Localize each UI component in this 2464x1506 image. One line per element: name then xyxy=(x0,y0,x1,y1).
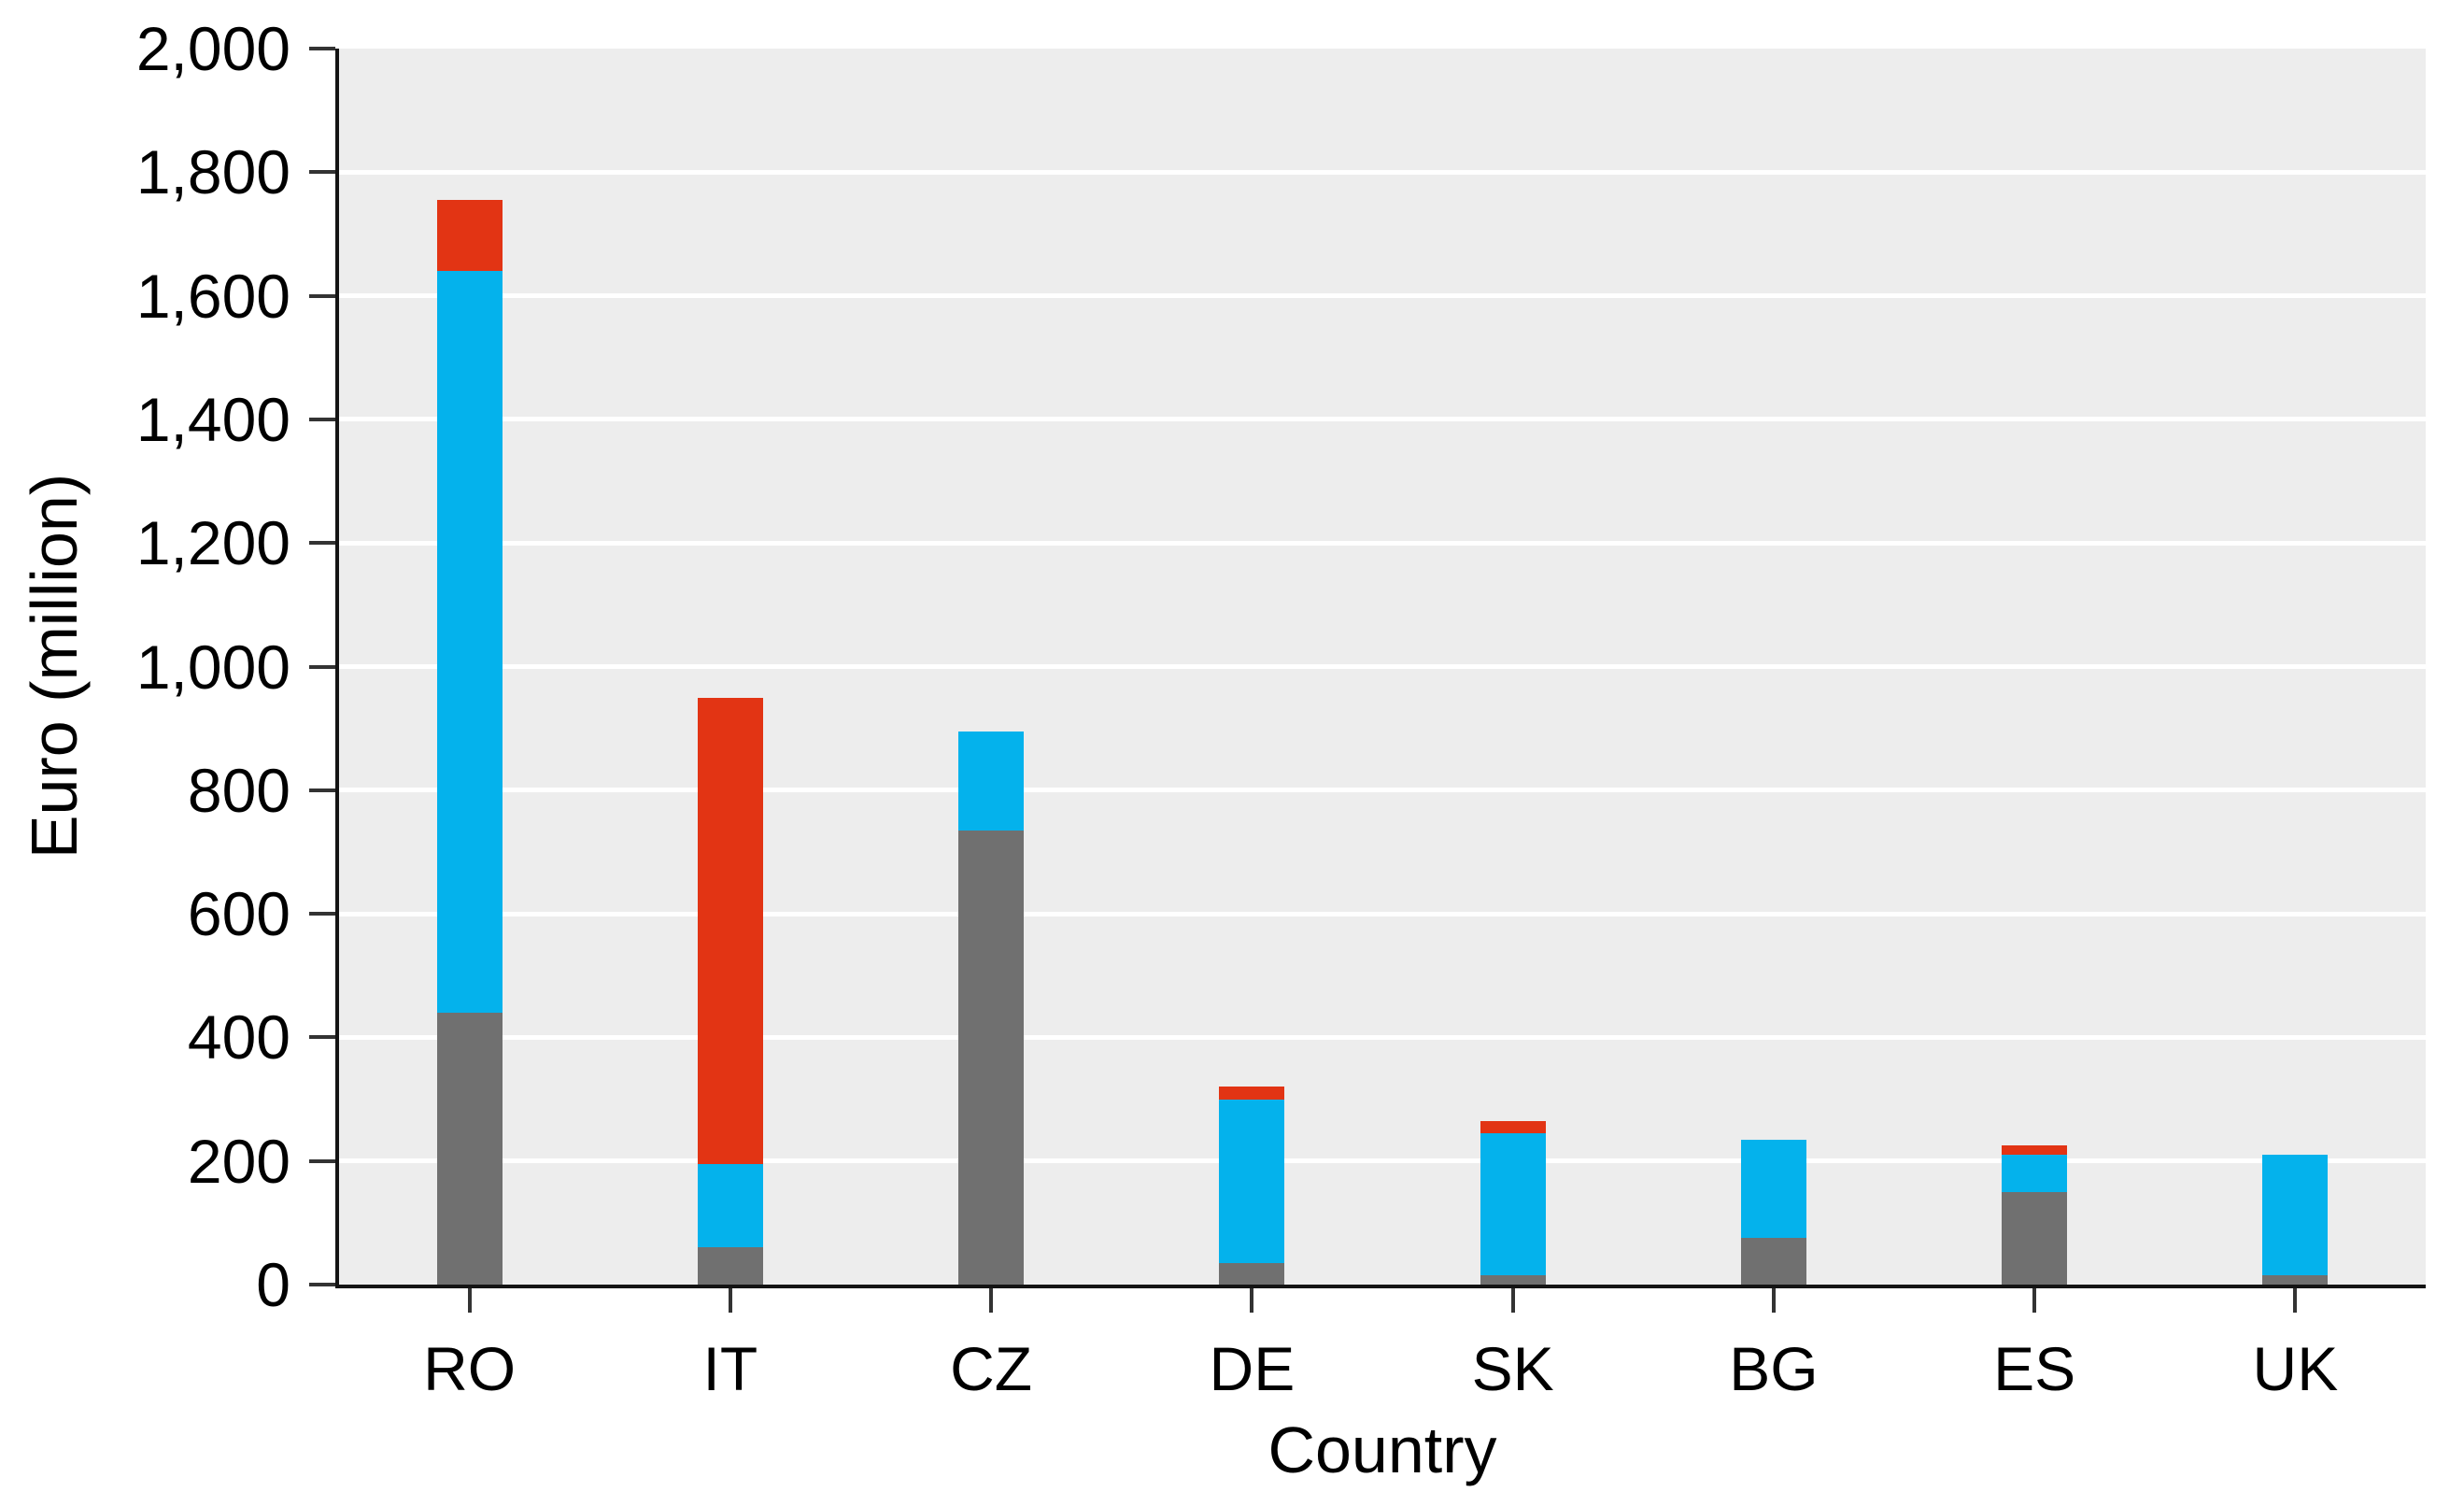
gridline-600 xyxy=(339,911,2426,916)
y-tick-label-600: 600 xyxy=(187,879,290,949)
bar-CZ-segment-grey xyxy=(958,830,1025,1285)
y-tick-label-800: 800 xyxy=(187,755,290,825)
bar-IT-segment-grey xyxy=(697,1247,763,1285)
gridline-400 xyxy=(339,1034,2426,1040)
bar-ES-segment-red xyxy=(2002,1145,2068,1156)
bar-ES-segment-blue xyxy=(2002,1155,2068,1192)
x-tick-BG xyxy=(1771,1288,1776,1313)
x-tick-label-CZ: CZ xyxy=(950,1334,1033,1403)
bar-DE-segment-blue xyxy=(1219,1099,1285,1263)
y-tick-400 xyxy=(309,1035,335,1040)
bar-BG-segment-grey xyxy=(1740,1238,1806,1285)
y-tick-label-400: 400 xyxy=(187,1002,290,1073)
y-tick-1,800 xyxy=(309,170,335,175)
x-axis-title: Country xyxy=(1267,1414,1497,1486)
bar-ES-segment-grey xyxy=(2002,1191,2068,1285)
y-tick-0 xyxy=(309,1283,335,1286)
bar-RO-segment-blue xyxy=(436,271,503,1013)
gridline-1800 xyxy=(339,169,2426,175)
y-tick-200 xyxy=(309,1158,335,1163)
x-tick-label-IT: IT xyxy=(702,1334,758,1403)
x-tick-label-RO: RO xyxy=(423,1334,517,1403)
x-tick-UK xyxy=(2293,1288,2298,1313)
x-tick-SK xyxy=(1510,1288,1515,1313)
bar-SK-segment-blue xyxy=(1480,1132,1546,1276)
y-tick-1,200 xyxy=(309,541,335,546)
y-tick-2,000 xyxy=(309,47,335,50)
bar-UK-segment-grey xyxy=(2262,1275,2329,1285)
y-tick-label-200: 200 xyxy=(187,1126,290,1196)
bar-SK-segment-grey xyxy=(1480,1275,1546,1285)
bar-RO-segment-red xyxy=(436,200,503,272)
y-tick-800 xyxy=(309,788,335,792)
bar-SK-segment-red xyxy=(1480,1120,1546,1133)
gridline-1400 xyxy=(339,417,2426,422)
x-tick-DE xyxy=(1250,1288,1254,1313)
bar-RO-segment-grey xyxy=(436,1012,503,1285)
bar-UK-segment-blue xyxy=(2262,1155,2329,1276)
y-axis-title: Euro (million) xyxy=(18,473,91,860)
y-tick-1,400 xyxy=(309,417,335,421)
x-tick-ES xyxy=(2032,1288,2037,1313)
bar-IT-segment-red xyxy=(697,697,763,1164)
bar-DE-segment-grey xyxy=(1219,1262,1285,1285)
x-tick-label-SK: SK xyxy=(1471,1334,1554,1403)
gridline-200 xyxy=(339,1158,2426,1164)
x-tick-RO xyxy=(467,1288,472,1313)
y-tick-label-1,000: 1,000 xyxy=(135,632,290,702)
bar-IT-segment-blue xyxy=(697,1164,763,1248)
y-tick-1,600 xyxy=(309,293,335,298)
gridline-1600 xyxy=(339,293,2426,299)
bar-BG-segment-blue xyxy=(1740,1139,1806,1239)
y-tick-600 xyxy=(309,912,335,916)
bar-CZ-segment-blue xyxy=(958,731,1025,831)
y-tick-label-0: 0 xyxy=(256,1250,290,1319)
bar-DE-segment-red xyxy=(1219,1087,1285,1100)
x-axis-line xyxy=(335,1285,2426,1288)
y-tick-label-2,000: 2,000 xyxy=(135,14,290,83)
y-tick-label-1,800: 1,800 xyxy=(135,137,290,207)
x-tick-label-UK: UK xyxy=(2252,1334,2339,1403)
y-tick-1,000 xyxy=(309,664,335,669)
y-tick-label-1,600: 1,600 xyxy=(135,261,290,331)
gridline-1200 xyxy=(339,540,2426,546)
x-tick-IT xyxy=(728,1288,732,1313)
x-tick-CZ xyxy=(989,1288,994,1313)
x-tick-label-BG: BG xyxy=(1729,1334,1819,1403)
y-axis-line xyxy=(335,49,339,1288)
gridline-1000 xyxy=(339,664,2426,669)
gridline-800 xyxy=(339,788,2426,793)
y-tick-label-1,200: 1,200 xyxy=(135,508,290,578)
x-tick-label-ES: ES xyxy=(1993,1334,2076,1403)
y-tick-label-1,400: 1,400 xyxy=(135,384,290,454)
x-tick-label-DE: DE xyxy=(1209,1334,1296,1403)
